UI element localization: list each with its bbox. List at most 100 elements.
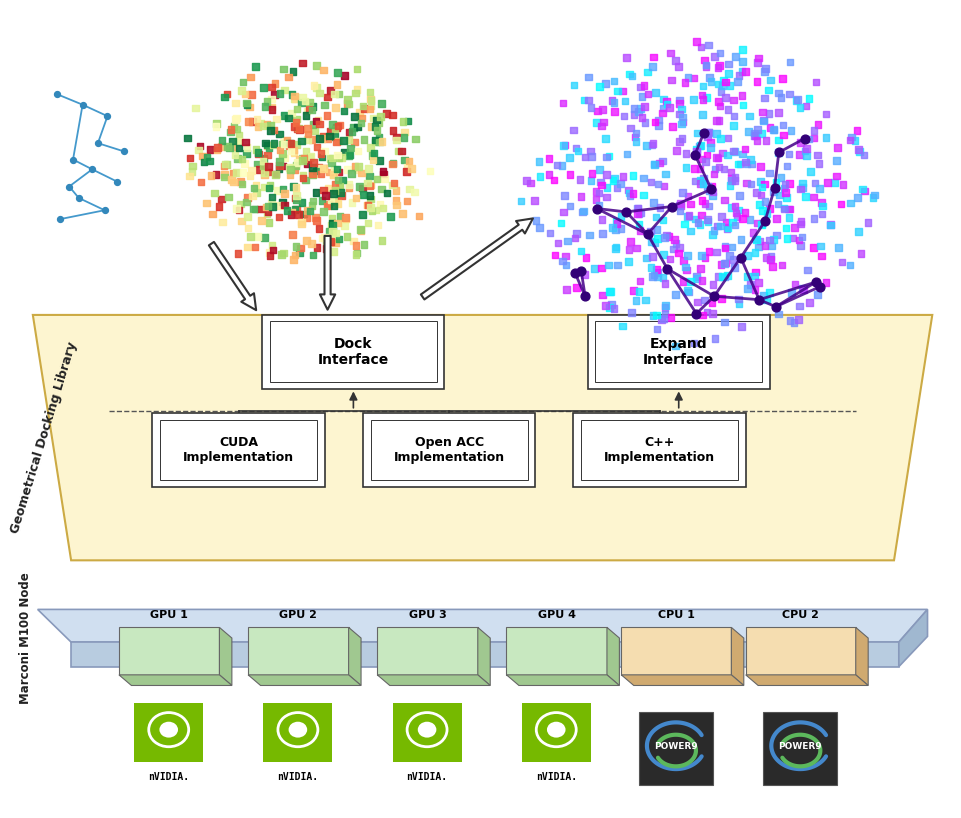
Point [239,97,255,110]
Point [278,134,293,147]
Point [766,123,781,136]
Point [761,107,776,120]
Point [613,222,628,236]
Point [351,160,366,173]
Point [296,171,311,184]
Point [397,125,412,138]
Point [776,128,791,142]
Point [363,200,379,213]
Point [209,168,224,181]
Point [362,102,378,115]
Point [797,132,812,145]
Point [644,235,659,248]
Point [711,78,727,91]
Point [261,246,277,259]
Point [795,282,810,295]
Point [267,77,283,90]
Point [313,168,329,181]
Point [693,139,708,152]
Polygon shape [622,675,744,685]
Text: C++
Implementation: C++ Implementation [604,436,715,464]
Point [694,209,709,222]
Point [355,182,370,195]
Point [185,165,200,178]
Point [333,187,348,200]
Point [833,197,849,210]
Point [723,179,738,192]
Point [632,102,648,115]
Point [692,163,707,176]
Point [287,163,303,176]
Point [722,249,737,262]
Point [309,240,325,254]
Point [648,236,663,249]
Point [368,203,383,216]
Point [370,218,385,231]
Point [757,239,773,252]
Point [281,70,296,83]
Point [750,56,765,69]
Point [733,251,749,264]
Point [651,119,666,133]
Point [798,190,813,203]
Point [217,170,233,183]
Point [331,197,346,210]
Point [219,88,234,101]
Point [238,97,254,110]
Point [232,204,247,217]
Point [306,118,321,131]
Point [695,79,710,92]
Point [608,215,624,228]
Point [199,196,214,209]
Point [829,142,845,155]
Point [776,203,792,216]
Point [566,124,581,137]
Point [368,115,383,128]
Point [396,131,411,144]
Point [300,157,315,170]
Point [287,120,303,133]
Point [554,254,570,267]
Point [733,233,749,246]
Point [782,203,798,216]
Point [316,162,332,175]
Point [257,167,272,180]
Point [688,213,703,226]
Point [259,200,274,213]
Polygon shape [622,627,731,675]
Point [714,210,729,223]
Point [726,119,741,132]
Point [747,129,762,142]
Point [802,165,818,178]
Point [242,101,258,114]
Point [295,151,310,164]
FancyBboxPatch shape [588,315,770,389]
Point [756,114,772,127]
Point [731,298,747,311]
Point [232,142,247,155]
Point [655,248,671,261]
Point [340,163,356,176]
Point [542,227,557,240]
Point [776,119,791,132]
Point [283,145,299,158]
Point [246,182,261,195]
Point [668,236,683,249]
Point [259,139,275,152]
Text: GPU 2: GPU 2 [280,610,317,620]
Point [792,101,807,114]
Point [636,189,652,202]
Point [679,284,695,297]
Point [661,230,677,243]
Point [648,115,663,128]
Point [240,191,256,204]
Point [689,307,704,320]
Point [328,236,343,249]
Point [283,137,299,150]
Point [298,173,313,187]
Point [307,168,322,181]
Point [293,135,308,148]
Point [712,100,727,113]
Polygon shape [731,627,744,685]
Text: nVIDIA.: nVIDIA. [407,772,448,782]
